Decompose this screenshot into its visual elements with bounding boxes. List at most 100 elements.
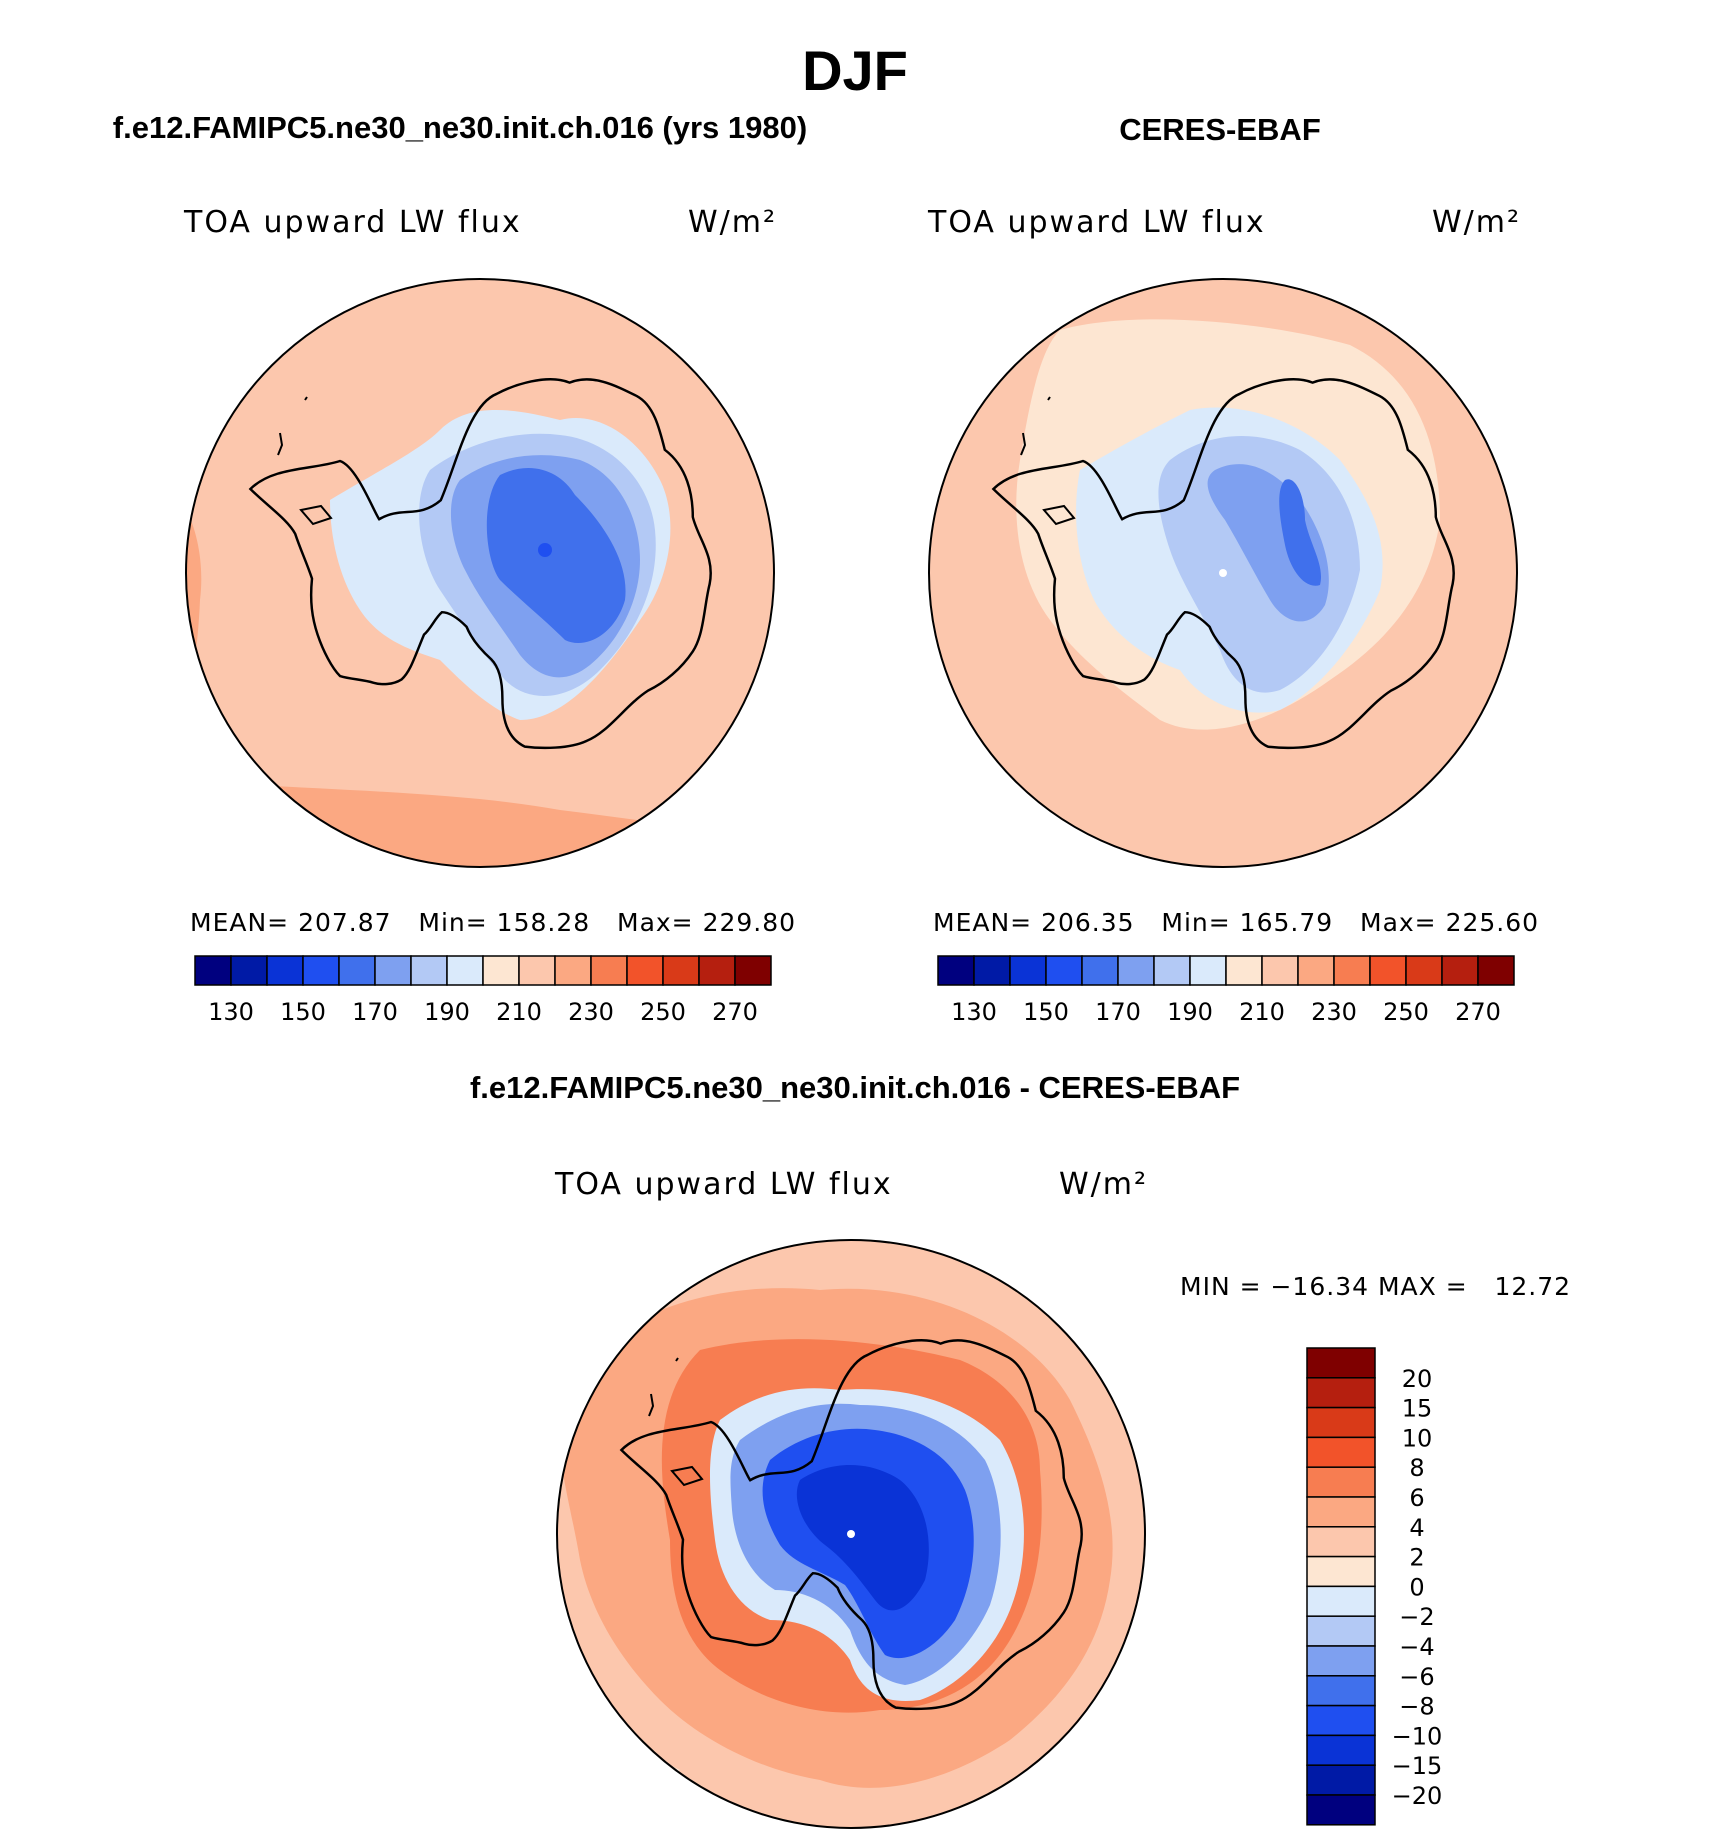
colorbar-tick-label: 130 (208, 998, 254, 1026)
max-label: Max= (617, 908, 694, 937)
colorbar-box (1306, 1764, 1376, 1796)
max-value: 229.80 (702, 908, 797, 937)
colorbar-tick-label: 0 (1409, 1573, 1424, 1601)
colorbar-tick-label: 230 (1311, 998, 1357, 1026)
variable-label-diff: TOA upward LW flux (555, 1167, 893, 1202)
max-label: Max= (1360, 908, 1437, 937)
colorbar-box (1306, 1734, 1376, 1766)
colorbar-tick-label: 170 (1095, 998, 1141, 1026)
colorbar-box (1306, 1526, 1376, 1558)
colorbar-tick-label: −15 (1392, 1752, 1443, 1780)
figure-title: DJF (802, 39, 908, 102)
colorbar-box (1306, 1377, 1376, 1409)
colorbar-tick-label: 10 (1402, 1424, 1433, 1452)
colorbar-box (1306, 1555, 1376, 1588)
units-label-obs: W/m² (1432, 205, 1522, 240)
colorbar-tick-label: 150 (280, 998, 326, 1026)
colorbar-box (1297, 955, 1335, 986)
colorbar-tick-label: −20 (1392, 1782, 1443, 1810)
colorbar-box (1225, 955, 1263, 986)
stats-model: MEAN= 207.87 Min= 158.28 Max= 229.80 (190, 908, 796, 937)
panel-title-obs: CERES-EBAF (1119, 112, 1321, 147)
colorbar-tick-label: 170 (352, 998, 398, 1026)
map-border-model (185, 278, 775, 868)
colorbar-box (698, 955, 736, 986)
map-border-obs (928, 278, 1518, 868)
colorbar-box (194, 955, 232, 986)
colorbar-tick-label: 130 (951, 998, 997, 1026)
colorbar-box (1261, 955, 1299, 986)
colorbar-box (1441, 955, 1479, 986)
colorbar-box (302, 955, 340, 986)
colorbar-box (734, 955, 772, 986)
colorbar-box (590, 955, 628, 986)
colorbar-box (1333, 955, 1371, 986)
colorbar-box (662, 955, 700, 986)
stats-obs: MEAN= 206.35 Min= 165.79 Max= 225.60 (933, 908, 1539, 937)
colorbar-tick-label: 190 (424, 998, 470, 1026)
colorbar-box (446, 955, 484, 986)
map-border-diff (556, 1239, 1146, 1829)
colorbar-box (482, 955, 520, 986)
colorbar-model: 130 150 170 190 210 230 250 270 (194, 955, 772, 1026)
colorbar-tick-label: 2 (1409, 1544, 1424, 1572)
colorbar-box (937, 955, 975, 986)
colorbar-tick-label: 210 (1239, 998, 1285, 1026)
colorbar-tick-label: −10 (1392, 1722, 1443, 1750)
colorbar-box (1405, 955, 1443, 986)
colorbar-tick-label: 270 (1455, 998, 1501, 1026)
colorbar-box (518, 955, 556, 986)
colorbar-tick-label: 190 (1167, 998, 1213, 1026)
units-label-model: W/m² (688, 205, 778, 240)
mean-value: 207.87 (298, 908, 392, 937)
colorbar-box (1189, 955, 1227, 986)
stats-diff: MIN = −16.34 MAX = 12.72 (1180, 1272, 1572, 1301)
colorbar-box (1009, 955, 1047, 986)
colorbar-box (1306, 1704, 1376, 1737)
colorbar-box (1306, 1496, 1376, 1528)
mean-label: MEAN= (190, 908, 290, 937)
map-model (186, 279, 774, 867)
mean-label: MEAN= (933, 908, 1033, 937)
colorbar-box (1306, 1794, 1376, 1826)
min-value: 158.28 (496, 908, 591, 937)
colorbar-tick-label: −6 (1399, 1663, 1434, 1691)
colorbar-box (1306, 1406, 1376, 1439)
colorbar-tick-label: 250 (640, 998, 686, 1026)
units-label-diff: W/m² (1059, 1167, 1149, 1202)
mean-value: 206.35 (1041, 908, 1135, 937)
panel-title-model: f.e12.FAMIPC5.ne30_ne30.init.ch.016 (yrs… (112, 110, 808, 145)
colorbar-tick-label: 8 (1409, 1454, 1424, 1482)
colorbar-tick-label: 230 (568, 998, 614, 1026)
colorbar-box (973, 955, 1011, 986)
map-diff (557, 1240, 1145, 1828)
colorbar-box (374, 955, 412, 986)
min-label: Min= (1161, 908, 1231, 937)
colorbar-box (230, 955, 268, 986)
colorbar-box (1081, 955, 1119, 986)
min-label: Min= (418, 908, 488, 937)
colorbar-box (1117, 955, 1155, 986)
colorbar-tick-label: 210 (496, 998, 542, 1026)
colorbar-box (1306, 1347, 1376, 1379)
variable-label-model: TOA upward LW flux (184, 205, 522, 240)
colorbar-box (266, 955, 304, 986)
colorbar-box (1306, 1645, 1376, 1677)
colorbar-tick-label: 270 (712, 998, 758, 1026)
colorbar-box (1306, 1466, 1376, 1498)
panel-title-diff: f.e12.FAMIPC5.ne30_ne30.init.ch.016 - CE… (469, 1070, 1241, 1105)
colorbar-box (1306, 1436, 1376, 1468)
colorbar-box (1369, 955, 1407, 986)
colorbar-tick-label: 6 (1409, 1484, 1424, 1512)
colorbar-tick-label: −4 (1399, 1633, 1434, 1661)
colorbar-box (1306, 1615, 1376, 1647)
colorbar-box (626, 955, 664, 986)
colorbar-box (338, 955, 376, 986)
colorbar-tick-label: 250 (1383, 998, 1429, 1026)
colorbar-box (1306, 1585, 1376, 1617)
colorbar-box (1477, 955, 1515, 986)
max-value: 225.60 (1445, 908, 1540, 937)
colorbar-box (1045, 955, 1083, 986)
